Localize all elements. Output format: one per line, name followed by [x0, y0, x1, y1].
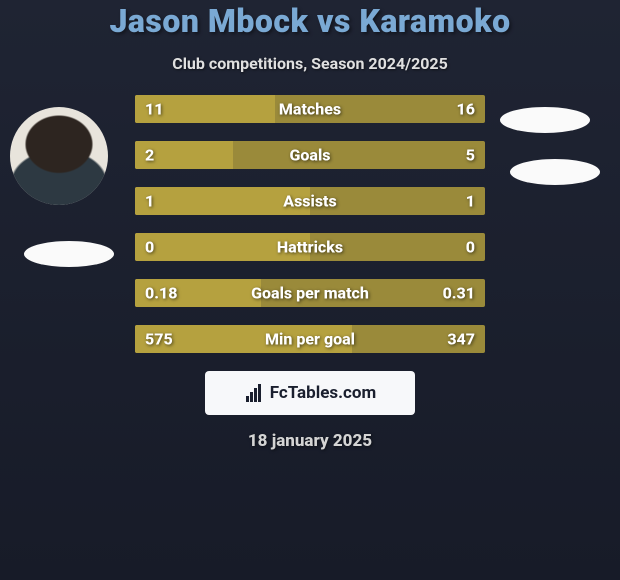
avatar-placeholder — [10, 107, 108, 205]
subtitle: Club competitions, Season 2024/2025 — [172, 54, 448, 73]
stat-right-value: 1 — [466, 192, 475, 211]
stat-bar: 0 Hattricks 0 — [135, 233, 485, 261]
stat-right-value: 5 — [466, 146, 475, 165]
stat-label: Matches — [279, 100, 341, 119]
stat-bar: 575 Min per goal 347 — [135, 325, 485, 353]
logo-text: FcTables.com — [270, 383, 376, 403]
stat-label: Min per goal — [265, 330, 355, 349]
stat-right-value: 0 — [466, 238, 475, 257]
fctables-icon — [244, 382, 266, 404]
stat-left-value: 0.18 — [145, 284, 177, 303]
stat-label: Goals per match — [251, 284, 369, 303]
infographic-container: Jason Mbock vs Karamoko Club competition… — [0, 0, 620, 580]
stat-label: Goals — [290, 146, 331, 165]
flag-ellipse-left — [24, 241, 114, 267]
date-text: 18 january 2025 — [248, 431, 372, 451]
stat-bar: 0.18 Goals per match 0.31 — [135, 279, 485, 307]
stats-bars: 11 Matches 16 2 Goals 5 1 Assists 1 0 Hattricks 0 0.… — [135, 95, 485, 353]
stat-bar: 11 Matches 16 — [135, 95, 485, 123]
stat-left-value: 0 — [145, 238, 154, 257]
logo-box: FcTables.com — [205, 371, 415, 415]
stat-label: Assists — [283, 192, 336, 211]
stat-right-value: 347 — [447, 330, 475, 349]
stat-bar: 1 Assists 1 — [135, 187, 485, 215]
stat-left-value: 11 — [145, 100, 163, 119]
stat-left-value: 2 — [145, 146, 154, 165]
stat-right-value: 16 — [457, 100, 475, 119]
page-title: Jason Mbock vs Karamoko — [109, 2, 510, 40]
stat-bar: 2 Goals 5 — [135, 141, 485, 169]
stat-left-value: 575 — [145, 330, 173, 349]
stat-label: Hattricks — [277, 238, 343, 257]
flag-ellipse-right — [510, 159, 600, 185]
player-left-avatar — [10, 107, 108, 205]
player-right-avatar-ellipse — [500, 107, 590, 133]
main-content: 11 Matches 16 2 Goals 5 1 Assists 1 0 Hattricks 0 0.… — [0, 95, 620, 580]
stat-left-value: 1 — [145, 192, 154, 211]
stat-right-value: 0.31 — [443, 284, 475, 303]
